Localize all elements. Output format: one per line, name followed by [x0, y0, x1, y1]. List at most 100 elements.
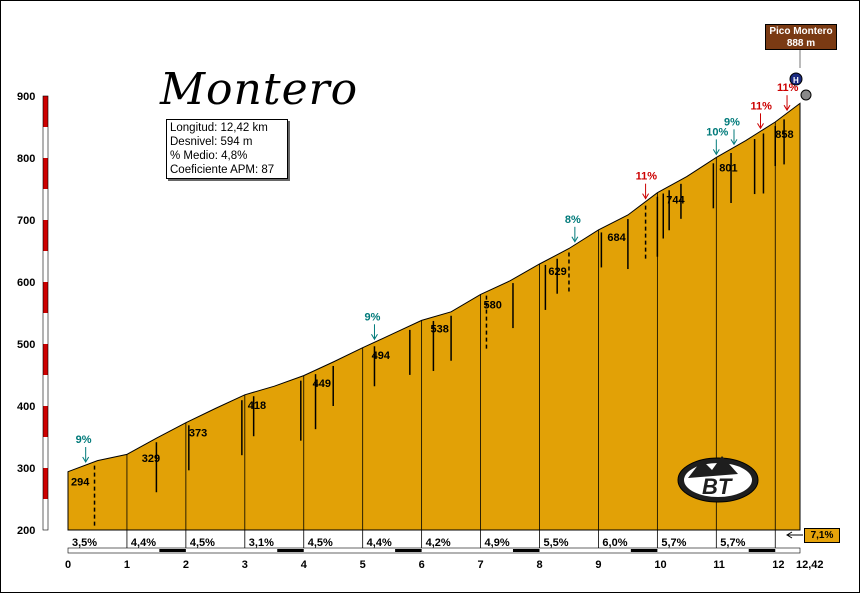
axis-bar-outline: [42, 95, 49, 531]
ramp-label: 8%: [565, 214, 581, 226]
x-tick-label: 11: [713, 559, 725, 571]
y-tick-label: 300: [17, 463, 35, 475]
chart-title: Montero: [160, 64, 359, 115]
x-tick-label: 1: [124, 559, 130, 571]
km-gradient-label: 4,4%: [367, 537, 392, 549]
y-tick-label: 900: [17, 91, 35, 103]
km-gradient-label: 5,7%: [720, 537, 745, 549]
y-tick-label: 200: [17, 525, 35, 537]
ramp-arrowhead: [571, 236, 579, 243]
altitude-label: 858: [775, 129, 793, 141]
x-tick-label: 12,42: [796, 559, 824, 571]
axis-bar-segment: [43, 251, 48, 282]
ramp-label: 9%: [76, 434, 92, 446]
x-tick-label: 4: [301, 559, 308, 571]
axis-bar-segment: [43, 158, 48, 189]
ramp-arrowhead: [371, 334, 378, 341]
axis-bar-segment: [43, 189, 48, 220]
hotel-icon: [789, 72, 803, 86]
ramp-label: 10%: [706, 126, 728, 138]
final-gradient-arrowhead: [786, 531, 793, 539]
ramp-label: 9%: [724, 116, 740, 128]
x-tick-label: 5: [360, 559, 366, 571]
axis-bar-segment: [43, 96, 48, 127]
ramp-label: 11%: [636, 171, 658, 183]
x-tick-label: 6: [419, 559, 425, 571]
info-apm: Coeficiente APM: 87: [170, 164, 275, 176]
y-tick-label: 700: [17, 215, 35, 227]
axis-bar-segment: [43, 313, 48, 344]
km-gradient-label: 4,5%: [190, 537, 215, 549]
x-tick-label: 7: [478, 559, 484, 571]
y-tick-label: 400: [17, 401, 35, 413]
altitude-label: 580: [484, 299, 502, 311]
hotel-icon-letter: H: [793, 76, 799, 85]
summit-altitude: 888 m: [786, 38, 816, 49]
strip-dash: [512, 549, 540, 552]
axis-bar-segment: [43, 282, 48, 313]
km-gradient-label: 4,2%: [426, 537, 451, 549]
summit-name: Pico Montero: [769, 26, 833, 37]
axis-bar-segment: [43, 220, 48, 251]
y-tick-label: 600: [17, 277, 35, 289]
strip-dash: [630, 549, 658, 552]
summit-box: Pico Montero 888 m: [765, 24, 837, 50]
ramp-arrowhead: [642, 193, 650, 200]
axis-bar-segment: [43, 344, 48, 375]
altitude-label: 494: [372, 350, 391, 362]
profile-area: [67, 102, 801, 531]
strip-dash: [395, 549, 422, 552]
km-gradient-label: 5,5%: [543, 537, 568, 549]
axis-bar-segment: [43, 468, 48, 499]
km-gradient-label: 4,5%: [308, 537, 333, 549]
y-tick-label: 500: [17, 339, 35, 351]
ramp-arrowhead: [730, 139, 738, 146]
axis-bar-segment: [43, 375, 48, 406]
altitude-label: 629: [548, 266, 566, 278]
x-tick-label: 0: [65, 559, 71, 571]
ramp-label: 11%: [777, 82, 799, 94]
ramp-label: 9%: [364, 311, 380, 323]
info-medio: % Medio: 4,8%: [170, 150, 248, 162]
ramp-label: 11%: [751, 100, 773, 112]
logo-mountains: [688, 456, 738, 478]
x-tick-label: 8: [536, 559, 542, 571]
info-box: Longitud: 12,42 km Desnivel: 594 m % Med…: [166, 119, 288, 179]
info-desnivel: Desnivel: 594 m: [170, 136, 253, 148]
x-tick-label: 3: [242, 559, 248, 571]
ramp-arrowhead: [82, 456, 90, 463]
y-tick-label: 800: [17, 153, 35, 165]
strip-dash: [277, 549, 304, 552]
altitude-label: 418: [248, 400, 266, 412]
strip-dash: [748, 549, 776, 552]
altitude-label: 744: [666, 194, 685, 206]
km-gradient-label: 4,9%: [485, 537, 510, 549]
axis-bar-segment: [43, 127, 48, 158]
axis-bar-segment: [43, 406, 48, 437]
altitude-label: 373: [189, 428, 207, 440]
altitude-label: 294: [71, 477, 90, 489]
strip-dash: [159, 549, 186, 552]
ramp-arrowhead: [712, 149, 720, 156]
logo-text: BT: [702, 474, 733, 499]
x-tick-label: 10: [654, 559, 666, 571]
ramp-arrowhead: [757, 123, 764, 130]
summit-icon: [800, 89, 812, 101]
x-tick-label: 12: [772, 559, 784, 571]
ramp-arrowhead: [783, 104, 791, 112]
final-gradient-box: 7,1%: [804, 528, 840, 543]
info-longitud: Longitud: 12,42 km: [170, 122, 268, 134]
axis-bar-segment: [43, 499, 48, 530]
axis-bar-segment: [43, 437, 48, 468]
altitude-label: 801: [719, 162, 737, 174]
km-gradient-label: 5,7%: [661, 537, 686, 549]
altitude-label: 684: [607, 232, 626, 244]
brand-logo: BT: [677, 456, 759, 503]
altitude-label: 449: [313, 378, 331, 390]
km-gradient-label: 3,1%: [249, 537, 274, 549]
km-gradient-label: 4,4%: [131, 537, 156, 549]
altitude-label: 329: [142, 453, 160, 465]
km-gradient-label: 3,5%: [72, 537, 97, 549]
km-gradient-label: 6,0%: [602, 537, 627, 549]
